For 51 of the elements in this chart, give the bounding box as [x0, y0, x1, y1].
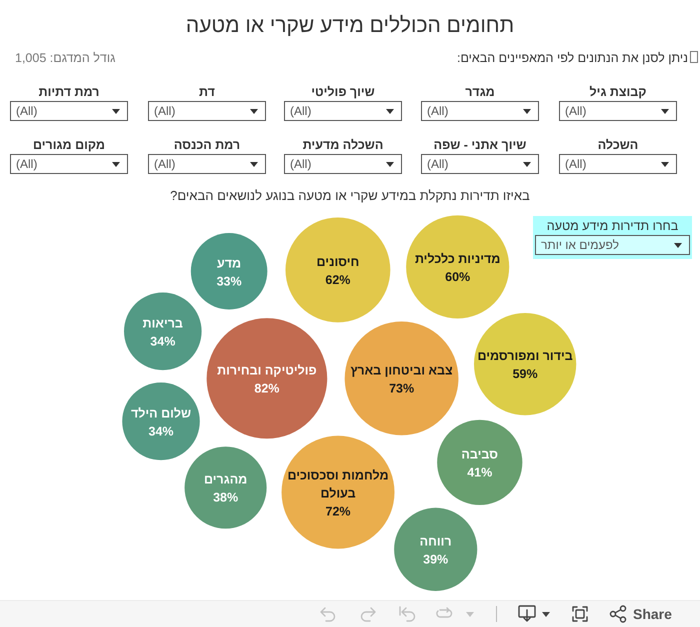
data-label: 62%	[325, 272, 350, 287]
text: ניתן לסנן את הנתונים לפי המאפיינים הבאים:	[456, 50, 688, 67]
category-label: מלחמות וסכסוכים בעולם	[287, 468, 389, 500]
category-label: סביבה	[461, 447, 498, 462]
data-label: 34%	[150, 334, 176, 348]
dropdown: (All)	[284, 101, 402, 121]
data-label: 60%	[445, 270, 470, 284]
dropdown: (All)	[559, 101, 677, 121]
dropdown: (All)	[559, 154, 677, 174]
text: באיזו תדירות נתקלת במידע שקרי או מטעה בנוגע לנושאים הבאים?	[170, 188, 530, 203]
text: רמת הכנסה	[174, 138, 240, 152]
text: השכלה מדעית	[302, 138, 384, 152]
dropdown: (All)	[148, 101, 266, 121]
text: השכלה	[598, 138, 638, 152]
data-label: 39%	[423, 552, 448, 566]
text: דת	[199, 85, 215, 99]
dropdown: (All)	[148, 154, 266, 174]
data-label: 33%	[216, 274, 242, 288]
text: קבוצת גיל	[590, 85, 646, 99]
dropdown: (All)	[284, 154, 402, 174]
dropdown: (All)	[10, 101, 128, 121]
dropdown: (All)	[421, 154, 539, 174]
data-label: 82%	[254, 381, 280, 396]
dropdown: (All)	[421, 101, 539, 121]
category-label: בריאות	[142, 316, 183, 330]
text: בחרו תדירות מידע מטעה	[546, 219, 678, 233]
data-label: 73%	[389, 381, 414, 396]
text: שיוך אתני - שפה	[434, 138, 526, 152]
category-label: רווחה	[420, 534, 452, 548]
category-label: מהגרים	[204, 472, 248, 487]
data-label: 59%	[512, 367, 538, 382]
category-label: מדיניות כלכלית	[414, 252, 500, 266]
text: מקום מגורים	[33, 138, 105, 152]
data-label: 38%	[213, 490, 238, 505]
dropdown: לפעמים או יותר	[535, 235, 690, 255]
text: רמת דתיות	[38, 85, 100, 99]
text: מגדר	[465, 85, 495, 99]
text: תחומים הכוללים מידע שקרי או מטעה	[186, 14, 514, 37]
data-label: 34%	[148, 424, 174, 438]
text: שיוך פוליטי	[311, 85, 375, 99]
data-label: 41%	[467, 465, 492, 480]
category-label: בידור ומפורסמים	[477, 349, 573, 364]
category-label: צבא וביטחון בארץ	[350, 363, 454, 378]
text: גודל המדגם: 1,005	[15, 50, 116, 67]
dropdown: (All)	[10, 154, 128, 174]
category-label: חיסונים	[316, 254, 360, 269]
category-label: מדע	[217, 256, 242, 270]
data-label: 72%	[326, 504, 351, 518]
category-label: פוליטיקה ובחירות	[217, 363, 317, 378]
text: Share	[633, 605, 672, 624]
category-label: שלום הילד	[130, 406, 192, 420]
